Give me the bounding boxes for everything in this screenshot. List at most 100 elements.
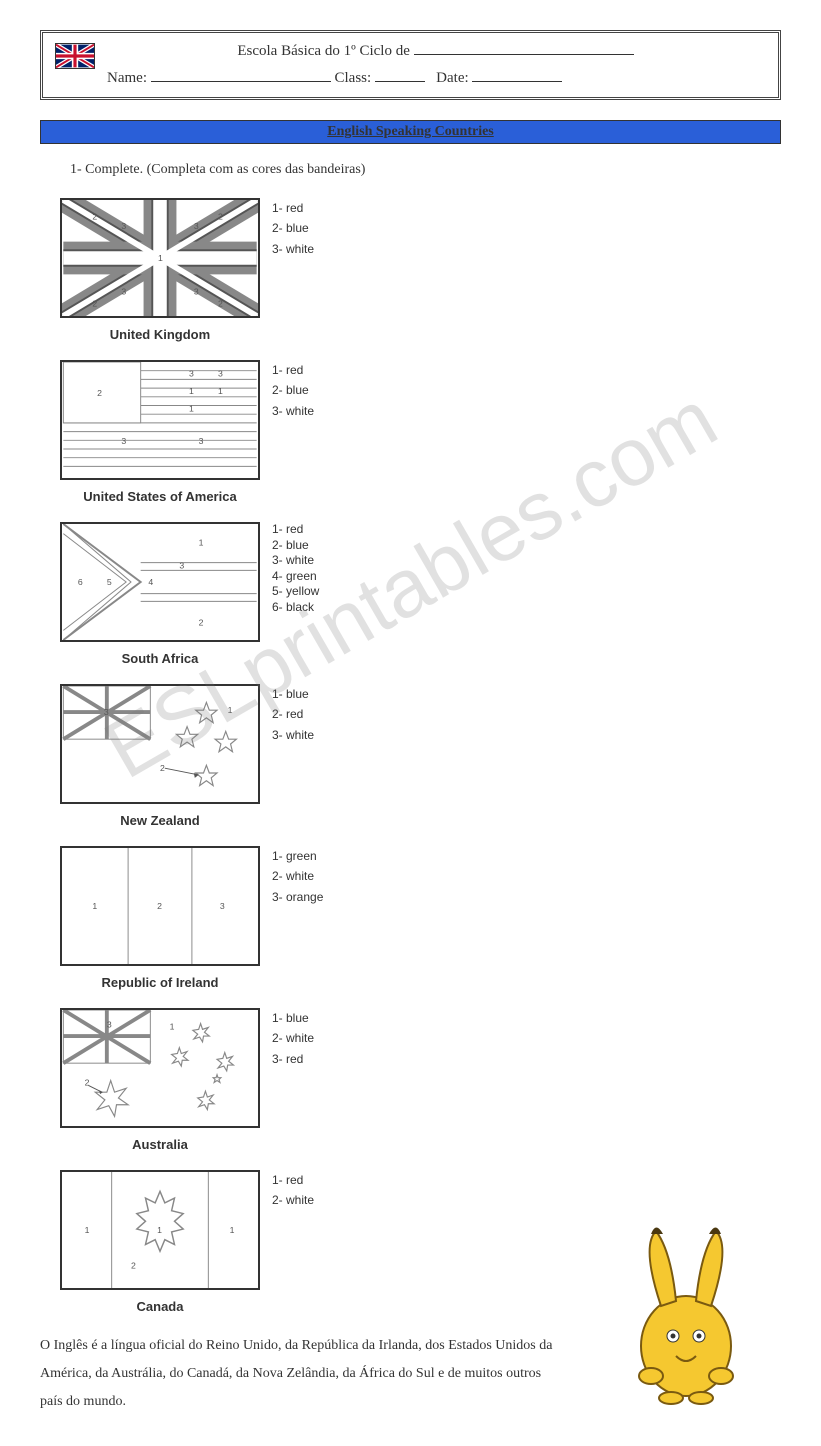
flag-block-uk: 2 2 2 2 1 3 3 3 3 United Kingdom 1- red … <box>60 198 405 342</box>
legend-item: 3- white <box>272 553 319 569</box>
svg-text:3: 3 <box>189 369 194 379</box>
legend-item: 2- red <box>272 704 314 724</box>
school-blank[interactable] <box>414 43 634 55</box>
svg-text:3: 3 <box>104 707 109 717</box>
footer-text: O Inglês é a língua oficial do Reino Uni… <box>40 1332 560 1416</box>
flag-name-au: Australia <box>60 1137 260 1152</box>
date-blank[interactable] <box>472 70 562 82</box>
name-label: Name: <box>107 70 147 86</box>
svg-text:1: 1 <box>189 386 194 396</box>
legend-uk: 1- red 2- blue 3- white <box>272 198 314 259</box>
class-blank[interactable] <box>375 70 425 82</box>
name-blank[interactable] <box>151 70 331 82</box>
legend-item: 1- red <box>272 198 314 218</box>
legend-item: 2- blue <box>272 218 314 238</box>
legend-ca: 1- red 2- white <box>272 1170 314 1211</box>
legend-za: 1- red 2- blue 3- white 4- green 5- yell… <box>272 522 319 616</box>
legend-item: 1- red <box>272 1170 314 1190</box>
svg-text:2: 2 <box>131 1261 136 1271</box>
svg-text:3: 3 <box>194 221 199 231</box>
legend-item: 2- blue <box>272 380 314 400</box>
svg-text:1: 1 <box>158 253 163 263</box>
svg-text:2: 2 <box>157 901 162 911</box>
svg-text:3: 3 <box>121 436 126 446</box>
legend-item: 1- blue <box>272 684 314 704</box>
svg-text:3: 3 <box>220 901 225 911</box>
flag-name-usa: United States of America <box>60 489 260 504</box>
legend-item: 3- red <box>272 1049 314 1069</box>
flag-name-ca: Canada <box>60 1299 260 1314</box>
svg-text:6: 6 <box>78 577 83 587</box>
legend-item: 5- yellow <box>272 584 319 600</box>
flag-ie: 1 2 3 <box>60 846 260 966</box>
svg-text:1: 1 <box>85 1225 90 1235</box>
flag-name-uk: United Kingdom <box>60 327 260 342</box>
svg-text:1: 1 <box>189 403 194 413</box>
svg-text:2: 2 <box>218 211 223 221</box>
flag-za: 1 2 3 4 5 6 <box>60 522 260 642</box>
svg-text:2: 2 <box>218 298 223 308</box>
svg-text:1: 1 <box>199 537 204 547</box>
svg-text:3: 3 <box>107 1019 112 1029</box>
legend-nz: 1- blue 2- red 3- white <box>272 684 314 745</box>
legend-item: 2- white <box>272 866 323 886</box>
svg-text:1: 1 <box>157 1225 162 1235</box>
flags-grid: 2 2 2 2 1 3 3 3 3 United Kingdom 1- red … <box>40 198 781 1322</box>
legend-ie: 1- green 2- white 3- orange <box>272 846 323 907</box>
title-text: English Speaking Countries <box>327 124 494 139</box>
svg-text:3: 3 <box>194 287 199 297</box>
svg-text:1: 1 <box>218 386 223 396</box>
legend-item: 3- white <box>272 239 314 259</box>
flag-name-nz: New Zealand <box>60 813 260 828</box>
svg-text:3: 3 <box>121 221 126 231</box>
svg-text:3: 3 <box>179 560 184 570</box>
legend-item: 1- red <box>272 360 314 380</box>
legend-item: 3- white <box>272 725 314 745</box>
legend-item: 2- blue <box>272 538 319 554</box>
student-info-line: Name: Class: Date: <box>57 70 764 87</box>
legend-item: 4- green <box>272 569 319 585</box>
flag-block-nz: 3 1 2 New Zealand 1- blue 2- red 3- whit… <box>60 684 405 828</box>
legend-usa: 1- red 2- blue 3- white <box>272 360 314 421</box>
legend-item: 3- orange <box>272 887 323 907</box>
svg-text:1: 1 <box>170 1021 175 1031</box>
flag-ca: 1 1 1 2 <box>60 1170 260 1290</box>
class-label: Class: <box>334 70 371 86</box>
flag-name-za: South Africa <box>60 651 260 666</box>
flag-block-usa: 2 3 3 1 1 1 3 3 United States of America… <box>60 360 405 504</box>
svg-text:2: 2 <box>199 618 204 628</box>
title-bar: English Speaking Countries <box>40 120 781 144</box>
svg-text:1: 1 <box>92 901 97 911</box>
legend-item: 1- red <box>272 522 319 538</box>
flag-au: 3 1 2 <box>60 1008 260 1128</box>
svg-text:3: 3 <box>199 436 204 446</box>
legend-item: 6- black <box>272 600 319 616</box>
svg-text:5: 5 <box>107 577 112 587</box>
flag-name-ie: Republic of Ireland <box>60 975 260 990</box>
flag-block-au: 3 1 2 Australia 1- blue 2- white 3- red <box>60 1008 405 1152</box>
school-line: Escola Básica do 1º Ciclo de <box>57 43 764 60</box>
svg-text:2: 2 <box>160 763 165 773</box>
legend-item: 1- green <box>272 846 323 866</box>
flag-block-za: 1 2 3 4 5 6 South Africa 1- red 2- blue … <box>60 522 405 666</box>
svg-text:2: 2 <box>92 298 97 308</box>
uk-flag-icon <box>55 43 95 69</box>
svg-text:2: 2 <box>92 211 97 221</box>
svg-text:3: 3 <box>121 287 126 297</box>
flag-block-ca: 1 1 1 2 Canada 1- red 2- white <box>60 1170 405 1314</box>
legend-item: 2- white <box>272 1190 314 1210</box>
legend-item: 2- white <box>272 1028 314 1048</box>
flag-uk: 2 2 2 2 1 3 3 3 3 <box>60 198 260 318</box>
svg-text:1: 1 <box>230 1225 235 1235</box>
flag-usa: 2 3 3 1 1 1 3 3 <box>60 360 260 480</box>
flag-block-ie: 1 2 3 Republic of Ireland 1- green 2- wh… <box>60 846 405 990</box>
svg-text:4: 4 <box>148 577 153 587</box>
svg-text:3: 3 <box>218 369 223 379</box>
legend-au: 1- blue 2- white 3- red <box>272 1008 314 1069</box>
legend-item: 3- white <box>272 401 314 421</box>
date-label: Date: <box>436 70 468 86</box>
school-label: Escola Básica do 1º Ciclo de <box>237 43 410 59</box>
svg-text:1: 1 <box>228 705 233 715</box>
flag-nz: 3 1 2 <box>60 684 260 804</box>
legend-item: 1- blue <box>272 1008 314 1028</box>
